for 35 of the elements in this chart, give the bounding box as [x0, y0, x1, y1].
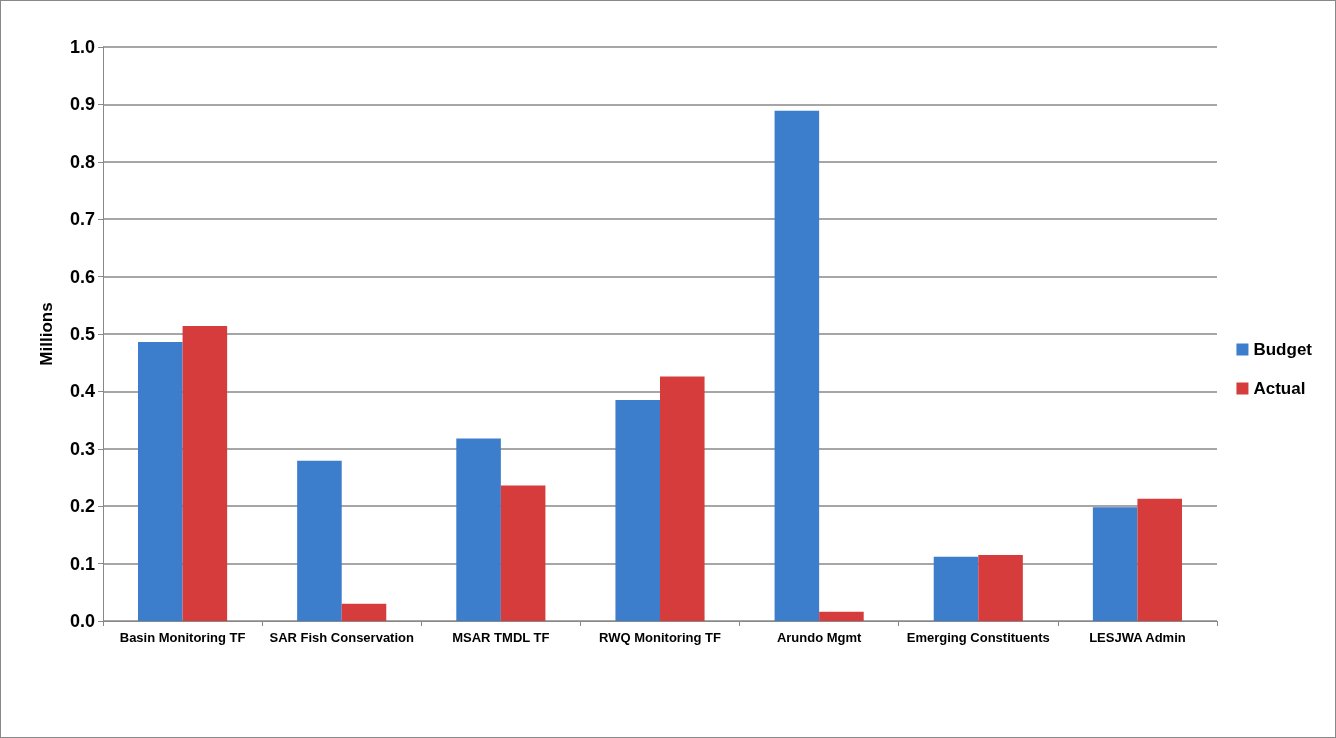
legend-label: Budget	[1253, 340, 1313, 359]
y-tick-label: 0.6	[69, 266, 95, 287]
bar	[297, 460, 342, 621]
y-tick-label: 0.1	[69, 553, 95, 574]
x-tick-label: Arundo Mgmt	[776, 630, 863, 645]
bar	[182, 325, 228, 621]
x-tick-label: SAR Fish Conservation	[269, 630, 415, 645]
legend-label: Actual	[1253, 379, 1306, 398]
bar	[341, 603, 387, 621]
bar	[978, 554, 1023, 621]
y-tick-label: 0.5	[69, 324, 95, 344]
y-tick-label: 0.0	[69, 611, 95, 631]
y-tick-label: 0.2	[69, 496, 95, 517]
x-tick-label: MSAR TMDL TF	[452, 630, 550, 645]
bar	[660, 376, 705, 621]
bar	[933, 556, 979, 621]
bar	[500, 485, 546, 621]
y-tick-label: 0.4	[69, 381, 95, 402]
bar	[819, 611, 864, 621]
y-tick-label: 0.7	[69, 209, 95, 230]
x-tick-label: Basin Monitoring TF	[119, 630, 246, 645]
bar	[138, 342, 183, 621]
y-tick-label: 0.9	[69, 94, 95, 115]
bar	[774, 110, 820, 621]
bar	[1092, 507, 1138, 621]
bar	[1137, 498, 1182, 621]
x-tick-label: RWQ Monitoring TF	[599, 630, 721, 645]
x-tick-label: LESJWA Admin	[1089, 630, 1186, 645]
y-tick-label: 1.0	[69, 37, 95, 57]
y-axis-title: Millions	[37, 302, 56, 366]
x-tick-label: Emerging Constituents	[906, 630, 1050, 645]
bar	[615, 400, 660, 621]
y-tick-label: 0.3	[69, 438, 95, 459]
y-tick-label: 0.8	[69, 151, 95, 172]
bar	[456, 438, 501, 621]
